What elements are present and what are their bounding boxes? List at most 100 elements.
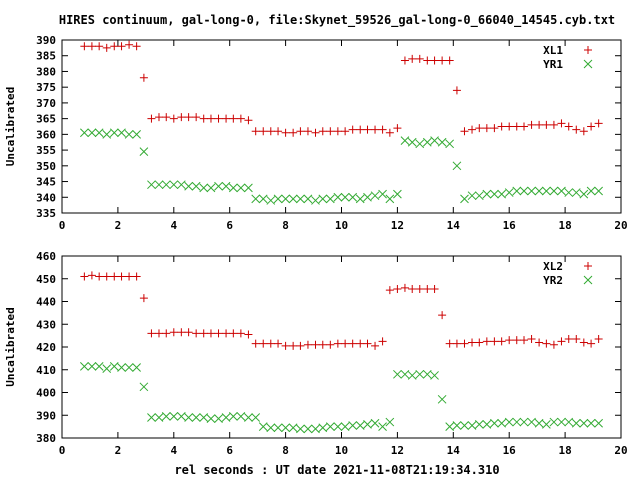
- data-point-xl2: [154, 329, 163, 338]
- data-point-xl2: [557, 337, 566, 346]
- data-point-xl1: [333, 127, 342, 136]
- x-tick-label: 6: [226, 219, 233, 232]
- data-point-xl1: [587, 122, 596, 131]
- data-point-yr1: [184, 181, 193, 191]
- data-point-yr2: [415, 369, 425, 379]
- data-point-yr1: [340, 192, 350, 202]
- data-point-yr1: [318, 194, 328, 204]
- data-point-yr1: [169, 180, 179, 190]
- data-point-xl1: [326, 127, 335, 136]
- data-point-yr2: [325, 422, 335, 431]
- x-tick-label: 12: [391, 444, 404, 457]
- data-point-yr2: [586, 418, 596, 428]
- y-tick-label: 350: [36, 160, 56, 173]
- data-point-xl2: [430, 284, 439, 293]
- data-point-xl1: [475, 124, 484, 133]
- data-point-xl2: [266, 339, 275, 348]
- y-tick-label: 430: [36, 318, 56, 331]
- data-point-yr2: [281, 423, 290, 433]
- data-point-yr1: [80, 128, 89, 138]
- data-point-yr2: [311, 424, 320, 434]
- data-point-yr2: [169, 412, 179, 421]
- y-tick-label: 370: [36, 97, 56, 110]
- data-point-xl1: [199, 114, 208, 123]
- data-point-yr1: [139, 147, 149, 157]
- data-point-yr1: [512, 186, 522, 196]
- x-tick-label: 14: [447, 444, 461, 457]
- legend-marker-xl1: [584, 46, 592, 54]
- data-point-yr1: [549, 186, 559, 196]
- data-point-xl2: [169, 328, 178, 337]
- data-point-xl2: [475, 338, 484, 347]
- data-point-xl2: [378, 337, 387, 346]
- y-tick-label: 365: [36, 113, 56, 126]
- data-point-yr2: [512, 417, 522, 427]
- data-point-xl1: [341, 127, 350, 136]
- data-point-yr2: [206, 414, 216, 424]
- data-point-yr1: [504, 188, 514, 197]
- y-tick-label: 360: [36, 128, 56, 141]
- data-point-xl2: [564, 335, 573, 344]
- data-point-yr2: [296, 424, 305, 434]
- x-axis-label: rel seconds : UT date 2021-11-08T21:19:3…: [174, 463, 499, 477]
- data-point-xl1: [139, 73, 148, 82]
- data-point-yr2: [385, 417, 395, 427]
- data-point-xl2: [229, 329, 238, 338]
- data-point-yr1: [94, 128, 104, 138]
- data-point-xl1: [281, 128, 290, 137]
- data-point-xl1: [236, 114, 245, 123]
- data-point-xl2: [259, 339, 268, 348]
- data-point-yr2: [452, 421, 462, 430]
- legend-label-yr1: YR1: [543, 58, 563, 71]
- data-point-xl1: [371, 125, 380, 134]
- data-point-yr1: [534, 186, 544, 196]
- data-point-xl2: [438, 311, 447, 320]
- data-point-yr1: [407, 137, 417, 147]
- data-point-yr1: [325, 194, 335, 204]
- data-point-xl1: [162, 113, 171, 122]
- data-point-xl1: [214, 114, 223, 123]
- data-point-xl1: [274, 127, 283, 136]
- data-point-yr2: [236, 412, 246, 421]
- data-point-yr2: [251, 413, 261, 422]
- data-point-yr2: [258, 422, 268, 431]
- data-point-yr2: [139, 382, 149, 392]
- data-point-yr1: [236, 183, 246, 193]
- y-tick-label: 380: [36, 65, 56, 78]
- data-point-xl2: [482, 337, 491, 346]
- data-point-yr2: [557, 417, 566, 427]
- data-point-yr2: [527, 417, 536, 427]
- x-tick-label: 4: [170, 219, 177, 232]
- data-point-yr2: [94, 361, 104, 371]
- data-point-xl1: [125, 40, 134, 49]
- data-point-xl2: [162, 329, 171, 338]
- data-point-yr2: [497, 418, 507, 428]
- data-point-xl1: [564, 122, 573, 131]
- data-point-xl2: [505, 336, 514, 345]
- data-point-yr1: [527, 186, 536, 196]
- data-point-xl1: [527, 120, 536, 129]
- data-point-xl2: [393, 284, 402, 293]
- data-point-yr2: [318, 423, 328, 433]
- data-point-yr1: [586, 186, 596, 196]
- data-point-yr1: [117, 128, 126, 138]
- data-point-yr1: [199, 183, 209, 193]
- data-point-xl2: [281, 341, 290, 350]
- data-point-xl1: [385, 128, 394, 137]
- data-point-yr2: [370, 418, 380, 428]
- data-point-yr1: [288, 194, 298, 204]
- data-point-yr2: [564, 417, 574, 427]
- data-point-xl2: [348, 339, 357, 348]
- data-point-yr2: [214, 414, 223, 424]
- data-point-yr1: [154, 180, 164, 190]
- data-point-xl2: [527, 335, 536, 344]
- y-tick-label: 400: [36, 387, 56, 400]
- y-tick-label: 410: [36, 364, 56, 377]
- data-point-xl1: [222, 114, 231, 123]
- data-point-xl2: [244, 330, 253, 339]
- data-point-xl1: [505, 122, 514, 131]
- data-point-yr1: [214, 181, 223, 191]
- y-tick-label: 460: [36, 250, 56, 263]
- x-tick-label: 14: [447, 219, 461, 232]
